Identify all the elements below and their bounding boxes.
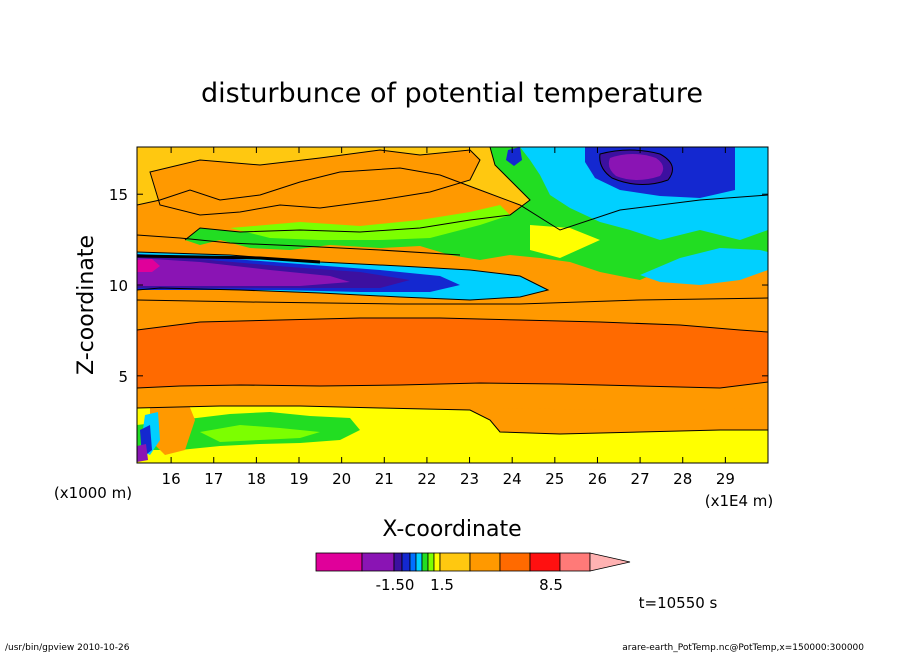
x-tick-label: 26 — [588, 470, 607, 488]
band-surface-orange — [150, 395, 195, 455]
band-purple-mid — [137, 258, 350, 286]
colorbar: -1.50 1.5 8.5 — [315, 552, 631, 594]
colorbar-swatch — [529, 552, 561, 572]
plot-frame — [136, 146, 769, 464]
footer-right: arare-earth_PotTemp.nc@PotTemp,x=150000:… — [622, 643, 864, 653]
x-tick-label: 27 — [631, 470, 650, 488]
colorbar-swatch — [559, 552, 591, 572]
colorbar-swatch — [421, 552, 429, 572]
colorbar-swatch — [409, 552, 417, 572]
chart-title: disturbunce of potential temperature — [201, 78, 703, 109]
colorbar-label: 1.5 — [430, 576, 454, 594]
colorbar-swatch — [439, 552, 471, 572]
time-label: t=10550 s — [639, 594, 718, 612]
x-tick-label: 21 — [375, 470, 394, 488]
x-axis-label: X-coordinate — [382, 517, 521, 542]
x-tick-label: 23 — [460, 470, 479, 488]
y-axis-label: Z-coordinate — [74, 235, 99, 375]
colorbar-swatch — [415, 552, 423, 572]
band-light-yellow — [530, 225, 600, 258]
band-magenta-mid — [137, 259, 160, 272]
x-tick-label: 24 — [503, 470, 522, 488]
band-darkorange-lower — [137, 318, 768, 388]
x-tick-label: 28 — [673, 470, 692, 488]
band-surface-lime — [200, 425, 320, 442]
colorbar-swatch — [315, 552, 363, 572]
colorbar-swatch — [427, 552, 435, 572]
x-tick-label: 20 — [332, 470, 351, 488]
x-tick-label: 29 — [716, 470, 735, 488]
colorbar-arrow — [589, 552, 631, 572]
colorbar-label: 8.5 — [539, 576, 563, 594]
colorbar-swatch — [469, 552, 501, 572]
colorbar-label: -1.50 — [376, 576, 415, 594]
x-axis: 16 17 18 19 20 21 22 23 24 25 26 27 28 29 — [162, 147, 735, 488]
band-purple — [608, 154, 664, 180]
contour-lines — [137, 147, 768, 435]
x-tick-label: 25 — [545, 470, 564, 488]
band-blue-small — [506, 147, 522, 166]
colorbar-swatch — [393, 552, 403, 572]
band-lime — [230, 205, 510, 240]
x-tick-label: 22 — [417, 470, 436, 488]
colorbar-swatch — [401, 552, 411, 572]
footer-left: /usr/bin/gpview 2010-10-26 — [5, 643, 130, 653]
contour-field — [137, 147, 768, 463]
x-tick-label: 18 — [247, 470, 266, 488]
colorbar-swatch — [433, 552, 441, 572]
x-tick-label: 19 — [289, 470, 308, 488]
x-unit-right: (x1E4 m) — [705, 492, 774, 510]
y-tick-label: 5 — [118, 368, 128, 386]
colorbar-swatch — [361, 552, 395, 572]
colorbar-swatch — [499, 552, 531, 572]
y-tick-label: 15 — [109, 186, 128, 204]
y-axis: 5 10 15 — [109, 186, 768, 386]
band-cyan-right — [640, 248, 768, 285]
band-surface-magenta — [137, 444, 148, 462]
band-orange-lower — [137, 385, 768, 410]
x-tick-label: 16 — [162, 470, 181, 488]
x-unit-left: (x1000 m) — [54, 484, 132, 502]
x-tick-label: 17 — [204, 470, 223, 488]
contour-thick — [137, 254, 321, 264]
y-tick-label: 10 — [109, 277, 128, 295]
